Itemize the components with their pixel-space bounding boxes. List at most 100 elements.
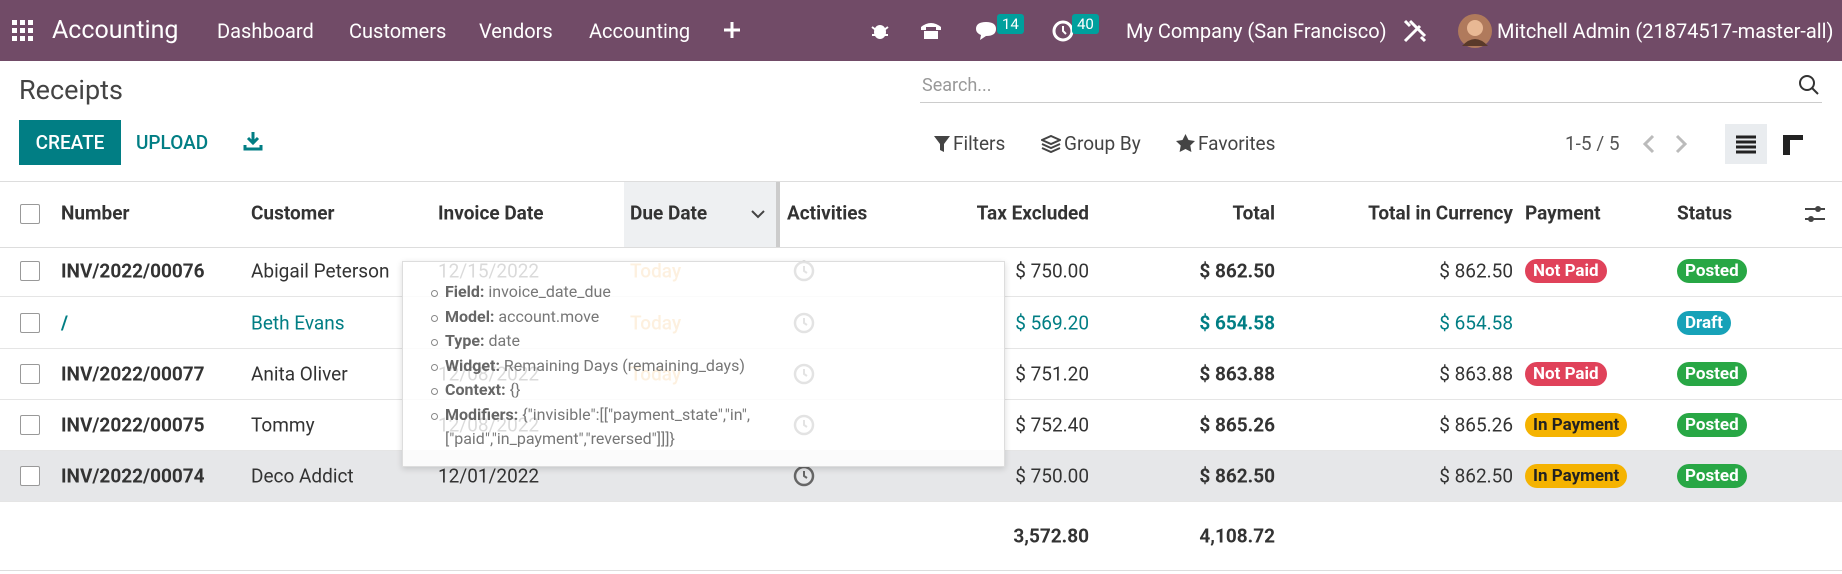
column-header[interactable]: Due Date <box>630 201 708 225</box>
payment-badge: In Payment <box>1525 464 1628 488</box>
apps-icon[interactable] <box>12 20 34 46</box>
prev-icon[interactable] <box>1642 134 1656 158</box>
settings-icon[interactable] <box>1402 18 1428 48</box>
record-number[interactable]: INV/2022/00076 <box>61 259 205 283</box>
row-checkbox[interactable] <box>20 364 40 384</box>
customer[interactable]: Anita Oliver <box>251 362 348 386</box>
record-number[interactable]: / <box>61 311 69 335</box>
menu-item[interactable]: Dashboard <box>217 19 314 43</box>
filter-icon[interactable] <box>934 136 950 156</box>
invoice-date: 12/01/2022 <box>438 464 540 488</box>
pager: 1-5 / 5 <box>1565 132 1620 155</box>
tooltip-value: account.move <box>498 306 600 326</box>
column-header[interactable]: Status <box>1677 201 1733 225</box>
customer[interactable]: Abigail Peterson <box>251 259 390 283</box>
column-header[interactable]: Activities <box>787 201 868 225</box>
tooltip-item: Field: invoice_date_due <box>431 280 795 304</box>
tooltip-item: Modifiers: {"invisible":[["payment_state… <box>431 403 795 451</box>
avatar[interactable] <box>1458 14 1492 52</box>
header-bottom-border <box>0 247 1842 248</box>
group-by[interactable]: Group By <box>1064 132 1141 155</box>
customer[interactable]: Deco Addict <box>251 464 354 488</box>
bullet <box>431 388 438 395</box>
record-number[interactable]: INV/2022/00077 <box>61 362 205 386</box>
select-all[interactable] <box>20 204 40 224</box>
phone-icon[interactable] <box>919 19 943 45</box>
bullet <box>431 363 438 371</box>
optional-columns[interactable] <box>1804 204 1826 228</box>
bullet <box>431 339 438 346</box>
payment-badge: Not Paid <box>1525 362 1607 386</box>
chat-icon[interactable] <box>974 19 998 45</box>
bullet <box>431 290 438 297</box>
tooltip-label: Context: <box>445 380 506 399</box>
row-checkbox[interactable] <box>20 466 40 486</box>
group-icon[interactable] <box>1039 134 1063 157</box>
total-amount: 4,108.72 <box>1199 524 1275 548</box>
status-badge: Posted <box>1677 464 1747 488</box>
column-header[interactable]: Customer <box>251 201 335 225</box>
menu-item[interactable]: Accounting <box>589 19 691 43</box>
star-icon[interactable] <box>1176 134 1195 156</box>
column-header[interactable]: Payment <box>1525 201 1601 225</box>
tooltip-value: {} <box>509 380 521 399</box>
column-header[interactable]: Invoice Date <box>438 201 544 225</box>
filters[interactable]: Filters <box>953 132 1006 155</box>
sort-chevron <box>750 206 766 225</box>
list-view[interactable] <box>1725 124 1767 164</box>
record-number[interactable]: INV/2022/00075 <box>61 413 205 437</box>
column-header[interactable]: Total <box>1232 201 1275 225</box>
tooltip-item: Type: date <box>431 329 795 353</box>
total-in-currency: $ 654.58 <box>1439 311 1513 335</box>
create-button[interactable]: CREATE <box>19 120 121 165</box>
tax-excluded: $ 750.00 <box>1015 259 1089 283</box>
activity-badge: 40 <box>1072 14 1099 34</box>
kanban-view[interactable] <box>1782 134 1804 160</box>
row-border <box>0 501 1842 502</box>
activity-icon[interactable] <box>793 465 815 491</box>
chat-badge: 14 <box>997 14 1024 34</box>
favorites[interactable]: Favorites <box>1198 132 1276 155</box>
upload-button[interactable]: UPLOAD <box>136 131 209 154</box>
next-icon[interactable] <box>1674 134 1688 158</box>
payment-badge: In Payment <box>1525 413 1628 437</box>
tax-excluded: $ 751.20 <box>1015 362 1089 386</box>
total: $ 654.58 <box>1199 311 1275 335</box>
column-header[interactable]: Total in Currency <box>1368 201 1513 225</box>
tooltip-value: invoice_date_due <box>488 282 611 301</box>
tooltip-value: {"invisible":[["payment_state","in",["pa… <box>445 404 750 448</box>
navbar <box>0 0 1842 61</box>
download-icon[interactable] <box>243 131 263 155</box>
tax-excluded: $ 750.00 <box>1015 464 1089 488</box>
status-badge: Posted <box>1677 259 1747 283</box>
row-checkbox[interactable] <box>20 313 40 333</box>
column-header[interactable]: Tax Excluded <box>976 201 1089 225</box>
debug-icon[interactable] <box>869 19 891 45</box>
row-checkbox[interactable] <box>20 415 40 435</box>
user-name[interactable]: Mitchell Admin (21874517-master-all) <box>1497 19 1834 43</box>
total: $ 865.26 <box>1199 413 1275 437</box>
total-in-currency: $ 862.50 <box>1439 464 1513 488</box>
customer[interactable]: Tommy <box>251 413 315 437</box>
company[interactable]: My Company (San Francisco) <box>1126 19 1387 43</box>
app-name[interactable]: Accounting <box>52 16 179 45</box>
search-box[interactable] <box>920 72 1822 103</box>
page-title: Receipts <box>19 74 123 106</box>
menu-item[interactable]: Customers <box>349 19 447 43</box>
column-header[interactable]: Number <box>61 201 130 225</box>
total-in-currency: $ 863.88 <box>1439 362 1513 386</box>
record-number[interactable]: INV/2022/00074 <box>61 464 205 488</box>
search-placeholder[interactable]: Search... <box>922 75 992 96</box>
status-badge: Posted <box>1677 413 1747 437</box>
row-checkbox[interactable] <box>20 261 40 281</box>
plus-icon[interactable] <box>722 20 742 44</box>
customer[interactable]: Beth Evans <box>251 311 345 335</box>
tooltip-item: Widget: Remaining Days (remaining_days) <box>431 354 795 378</box>
field-tooltip: Field: invoice_date_due Model: account.mo… <box>402 261 1005 467</box>
bullet <box>431 412 438 420</box>
bullet <box>431 314 438 322</box>
tooltip-label: Model: <box>445 306 495 326</box>
total: $ 862.50 <box>1199 464 1275 488</box>
menu-item[interactable]: Vendors <box>479 19 553 43</box>
